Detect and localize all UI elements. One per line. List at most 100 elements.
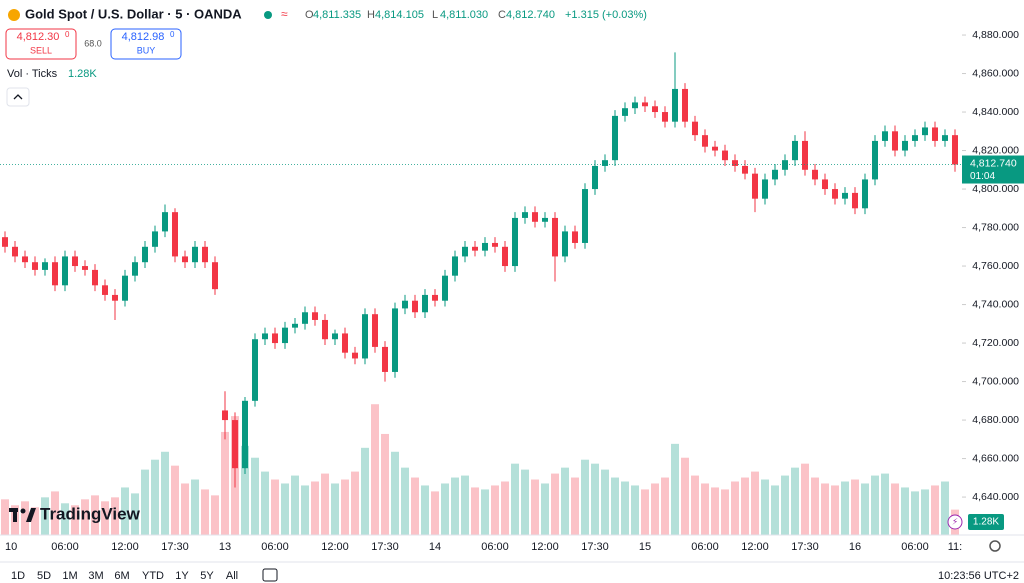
y-tick-label: 4,640.000: [972, 491, 1019, 503]
volume-bar: [721, 489, 729, 535]
range-button[interactable]: YTD: [142, 570, 164, 582]
volume-bar: [301, 485, 309, 535]
volume-bar: [141, 469, 149, 535]
candle-body: [922, 127, 928, 136]
range-button[interactable]: 6M: [114, 570, 129, 582]
candle-body: [552, 217, 558, 257]
buy-button[interactable]: [110, 28, 182, 60]
volume-bar: [121, 487, 129, 535]
volume-tag-text: 1.28K: [973, 517, 999, 528]
volume-bar: [421, 485, 429, 535]
x-tick-label: 06:00: [691, 541, 719, 553]
candle-body: [742, 165, 748, 174]
range-button[interactable]: 3M: [88, 570, 103, 582]
candle-body: [812, 169, 818, 180]
x-tick-label: 11:: [948, 541, 962, 553]
volume-bar: [581, 459, 589, 535]
volume-bar: [311, 481, 319, 535]
volume-bar: [941, 481, 949, 535]
y-tick-label: 4,760.000: [972, 260, 1019, 272]
candle-body: [342, 333, 348, 353]
volume-bar: [591, 463, 599, 535]
symbol-icon: [8, 9, 20, 21]
buy-price: 4,812.98: [122, 31, 165, 43]
volume-bar: [351, 471, 359, 535]
sell-sup: 0: [65, 30, 70, 39]
range-button[interactable]: All: [226, 570, 238, 582]
volume-bar: [471, 487, 479, 535]
range-button[interactable]: 1D: [11, 570, 25, 582]
volume-bar: [241, 445, 249, 535]
range-button[interactable]: 5D: [37, 570, 51, 582]
calendar-icon[interactable]: [262, 568, 278, 582]
volume-bar: [601, 469, 609, 535]
volume-bar: [91, 495, 99, 535]
volume-bar: [501, 481, 509, 535]
volume-bar: [321, 473, 329, 535]
volume-bar: [161, 451, 169, 535]
volume-bar: [881, 473, 889, 535]
volume-bar: [341, 479, 349, 535]
volume-bar: [711, 487, 719, 535]
status-icon: ≈: [281, 7, 288, 21]
candle-body: [792, 140, 798, 161]
volume-bar: [891, 483, 899, 535]
volume-bar: [651, 483, 659, 535]
x-tick-label: 12:00: [531, 541, 559, 553]
volume-bar: [671, 443, 679, 535]
range-button[interactable]: 1Y: [175, 570, 189, 582]
volume-bar: [531, 479, 539, 535]
alert-icon[interactable]: [947, 514, 963, 530]
spread: 68.0: [84, 38, 102, 48]
candle-body: [92, 269, 98, 286]
candle-body: [582, 189, 588, 243]
candle-body: [562, 231, 568, 257]
candle-body: [52, 262, 58, 286]
candle-body: [222, 410, 228, 421]
volume-bar: [681, 457, 689, 535]
volume-bar: [131, 493, 139, 535]
volume-bar: [861, 483, 869, 535]
range-button[interactable]: 5Y: [200, 570, 214, 582]
chevron: [13, 94, 23, 100]
range-button[interactable]: 1M: [62, 570, 77, 582]
volume-bar: [451, 477, 459, 535]
candle-body: [862, 179, 868, 209]
range-bar: 1D 5D 1M 3M 6M YTD 1Y 5Y All: [11, 570, 238, 582]
sell-button[interactable]: [5, 28, 77, 60]
volume-bar: [251, 457, 259, 535]
x-tick-label: 15: [639, 541, 651, 553]
volume-bar: [411, 477, 419, 535]
settings-icon[interactable]: [989, 540, 1001, 552]
candle-body: [382, 346, 388, 372]
volume-bar: [921, 489, 929, 535]
volume-bar: [791, 467, 799, 535]
volume-bar: [171, 465, 179, 535]
candle-body: [472, 246, 478, 251]
candle-body: [422, 294, 428, 313]
volume-bar: [741, 477, 749, 535]
volume-bar: [1, 499, 9, 535]
volume-legend-value: 1.28K: [68, 68, 97, 80]
candle-body: [372, 314, 378, 347]
y-tick-label: 4,660.000: [972, 452, 1019, 464]
volume-bar: [631, 485, 639, 535]
candle-body: [802, 140, 808, 170]
volume-bar: [111, 497, 119, 535]
candle-body: [702, 135, 708, 147]
candle-body: [292, 323, 298, 328]
volume-bar: [431, 491, 439, 535]
candle-body: [522, 212, 528, 218]
volume-bar: [191, 479, 199, 535]
ohlc-value: 4,811.335: [313, 9, 361, 21]
volume-bar: [291, 475, 299, 535]
symbol-title[interactable]: Gold Spot / U.S. Dollar · 5 · OANDA: [25, 6, 242, 21]
plot: 4,640.000 4,660.000 4,680.000 4,700.000 4,72…: [0, 29, 1024, 553]
candle-body: [122, 275, 128, 301]
candle-body: [832, 189, 838, 199]
collapse-button[interactable]: [6, 87, 30, 107]
candle-body: [762, 179, 768, 199]
volume-bar: [441, 483, 449, 535]
candle-body: [632, 102, 638, 109]
volume-bar: [821, 483, 829, 535]
